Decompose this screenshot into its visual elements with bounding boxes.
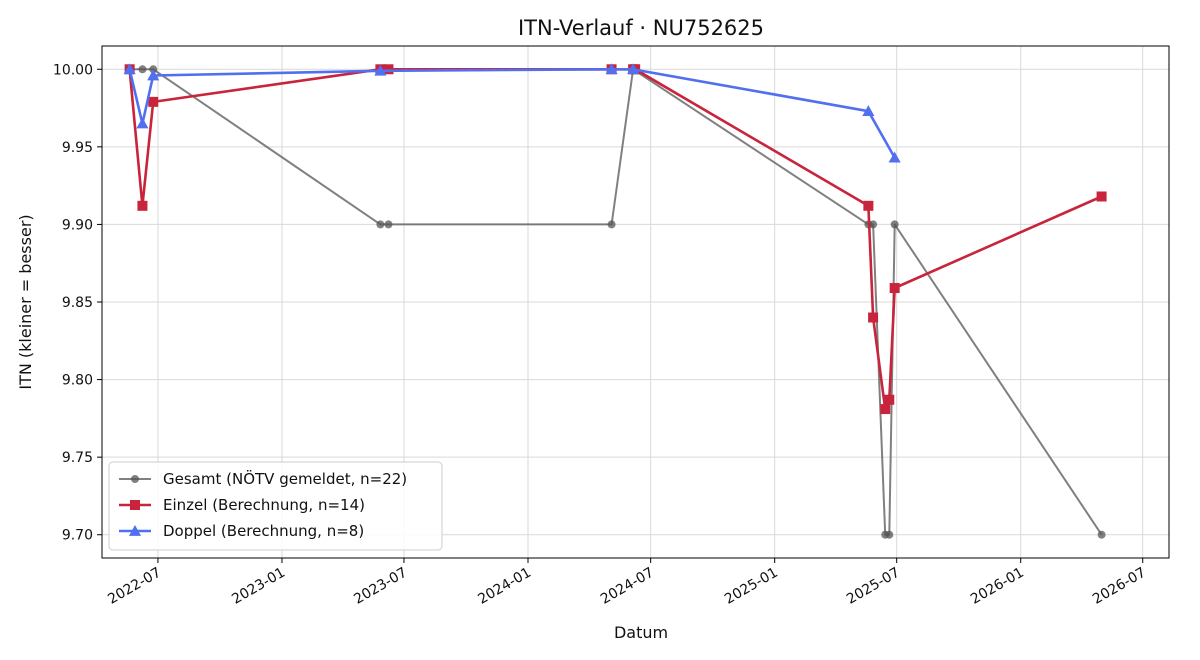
data-point [885, 530, 894, 539]
data-point [123, 63, 136, 75]
data-point [863, 200, 874, 211]
data-point [868, 312, 879, 323]
y-axis-label: ITN (kleiner = besser) [16, 214, 35, 389]
legend-entry: Einzel (Berechnung, n=14) [119, 496, 365, 514]
x-tick-label: 2024-07 [598, 565, 657, 608]
data-point [605, 63, 618, 75]
data-point [374, 64, 387, 76]
data-point [890, 220, 899, 229]
data-point [1097, 530, 1106, 539]
x-tick-label: 2023-01 [229, 565, 288, 608]
data-point [383, 64, 394, 75]
series-3 [123, 63, 901, 163]
data-point [1096, 191, 1107, 202]
x-tick-label: 2025-01 [722, 565, 781, 608]
legend-swatch-marker [128, 524, 142, 536]
chart-title: ITN-Verlauf · NU752625 [518, 16, 764, 40]
data-point [147, 69, 160, 81]
data-point [869, 220, 878, 229]
data-point [384, 220, 393, 229]
legend-entry: Doppel (Berechnung, n=8) [119, 522, 364, 540]
x-tick-label: 2026-01 [968, 565, 1027, 608]
series-2 [124, 64, 1107, 415]
data-point [607, 220, 616, 229]
y-tick-label: 9.85 [62, 295, 93, 311]
y-tick-label: 10.00 [53, 62, 93, 78]
x-tick-label: 2023-07 [351, 565, 410, 608]
x-axis-label: Datum [614, 623, 668, 642]
data-point [888, 151, 901, 163]
data-point [627, 63, 640, 75]
data-point [136, 117, 149, 129]
x-tick-label: 2022-07 [105, 565, 164, 608]
data-point [148, 96, 159, 107]
legend-label: Doppel (Berechnung, n=8) [163, 522, 364, 540]
data-point [138, 65, 147, 74]
series-line [128, 68, 1103, 411]
y-tick-label: 9.75 [62, 450, 93, 466]
y-tick-label: 9.90 [62, 217, 93, 233]
legend-label: Gesamt (NÖTV gemeldet, n=22) [163, 469, 407, 488]
data-point [889, 283, 900, 294]
data-point [880, 404, 891, 415]
legend-box [108, 461, 443, 551]
series-line [128, 68, 896, 159]
data-point [862, 105, 875, 117]
y-tick-label: 9.95 [62, 140, 93, 156]
y-tick-label: 9.70 [62, 528, 93, 544]
legend-entry: Gesamt (NÖTV gemeldet, n=22) [119, 469, 407, 488]
grid-lines [102, 46, 1169, 558]
x-tick-label: 2024-01 [475, 565, 534, 608]
x-tick-label: 2026-07 [1090, 565, 1149, 608]
data-point [137, 200, 148, 211]
legend: Gesamt (NÖTV gemeldet, n=22) Einzel (Bere… [108, 461, 443, 551]
series-layer [123, 63, 1107, 539]
y-tick-label: 9.80 [62, 373, 93, 389]
data-point [149, 65, 158, 74]
legend-label: Einzel (Berechnung, n=14) [163, 496, 365, 514]
legend-swatch-marker [131, 475, 139, 483]
data-point [376, 220, 385, 229]
x-tick-label: 2025-07 [844, 565, 903, 608]
legend-swatch-marker [130, 500, 140, 510]
data-point [884, 394, 895, 405]
